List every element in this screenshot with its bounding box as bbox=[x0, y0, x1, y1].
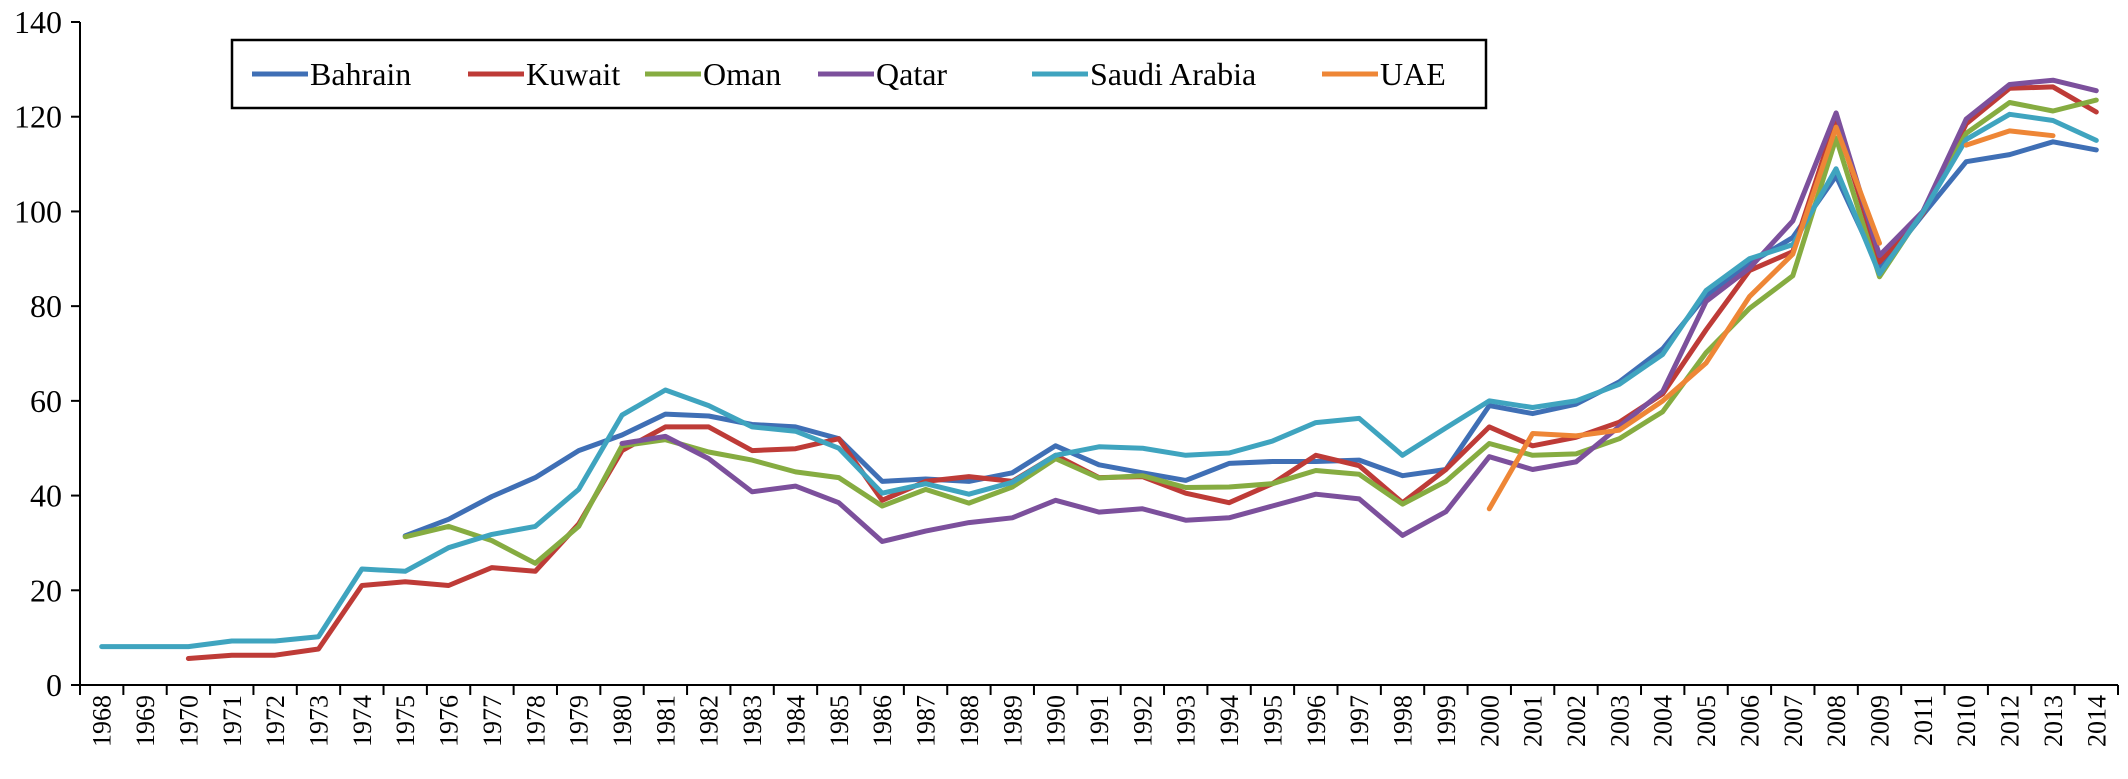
x-tick-label: 2013 bbox=[2039, 695, 2068, 747]
x-tick-label: 2009 bbox=[1866, 695, 1895, 747]
x-tick-label: 1998 bbox=[1389, 695, 1418, 747]
x-tick-label: 1984 bbox=[781, 695, 810, 747]
legend: Bahrain Kuwait Oman Qatar Saudi Arabia UAE bbox=[230, 38, 1488, 110]
x-tick-label: 1993 bbox=[1172, 695, 1201, 747]
x-tick-label: 2001 bbox=[1519, 695, 1548, 747]
x-tick-label: 2003 bbox=[1605, 695, 1634, 747]
x-tick-label: 1973 bbox=[304, 695, 333, 747]
legend-label-oman: Oman bbox=[703, 56, 781, 92]
x-tick-label: 2012 bbox=[1996, 695, 2025, 747]
x-tick-label: 1992 bbox=[1128, 695, 1157, 747]
y-tick-label: 120 bbox=[14, 99, 62, 135]
x-tick-label: 1972 bbox=[261, 695, 290, 747]
x-axis-ticks: 1968 1969 1970 1971 1972 1973 1974 1975 1976 1977… bbox=[79, 685, 2119, 747]
x-tick-label: 1990 bbox=[1042, 695, 1071, 747]
x-tick-label: 2011 bbox=[1909, 695, 1938, 746]
series-lines bbox=[99, 77, 2099, 661]
x-tick-label: 2004 bbox=[1649, 695, 1678, 747]
x-tick-label: 2014 bbox=[2082, 695, 2111, 747]
series-line-bahrain bbox=[402, 139, 2099, 539]
x-tick-label: 1970 bbox=[174, 695, 203, 747]
x-tick-label: 1977 bbox=[478, 695, 507, 747]
y-tick-label: 20 bbox=[30, 572, 62, 608]
legend-label-uae: UAE bbox=[1380, 56, 1446, 92]
x-tick-label: 2008 bbox=[1822, 695, 1851, 747]
x-tick-label: 2007 bbox=[1779, 695, 1808, 747]
x-tick-label: 1980 bbox=[608, 695, 637, 747]
x-tick-label: 2005 bbox=[1692, 695, 1721, 747]
x-tick-label: 1994 bbox=[1215, 695, 1244, 747]
legend-label-qatar: Qatar bbox=[876, 56, 947, 92]
x-tick-label: 1999 bbox=[1432, 695, 1461, 747]
x-tick-label: 1985 bbox=[825, 695, 854, 747]
x-tick-label: 2010 bbox=[1952, 695, 1981, 747]
x-tick-label: 1968 bbox=[88, 695, 117, 747]
x-tick-label: 1979 bbox=[565, 695, 594, 747]
y-tick-label: 0 bbox=[46, 667, 62, 703]
legend-label-saudi-arabia: Saudi Arabia bbox=[1090, 56, 1256, 92]
series-line-saudi-arabia bbox=[99, 111, 2099, 650]
legend-label-kuwait: Kuwait bbox=[526, 56, 620, 92]
x-tick-label: 1978 bbox=[521, 695, 550, 747]
y-tick-label: 40 bbox=[30, 478, 62, 514]
x-tick-label: 1969 bbox=[131, 695, 160, 747]
x-tick-label: 1991 bbox=[1085, 695, 1114, 747]
x-tick-label: 1988 bbox=[955, 695, 984, 747]
series-line-uae bbox=[1486, 124, 2056, 512]
x-tick-label: 1995 bbox=[1258, 695, 1287, 747]
x-tick-label: 1974 bbox=[348, 695, 377, 747]
x-tick-label: 1983 bbox=[738, 695, 767, 747]
x-tick-label: 1989 bbox=[998, 695, 1027, 747]
x-tick-label: 1986 bbox=[868, 695, 897, 747]
x-tick-label: 1987 bbox=[912, 695, 941, 747]
x-tick-label: 1976 bbox=[435, 695, 464, 747]
x-tick-label: 2006 bbox=[1735, 695, 1764, 747]
y-axis-ticks: 0 20 40 60 80 100 120 140 bbox=[14, 4, 80, 703]
y-tick-label: 60 bbox=[30, 383, 62, 419]
y-tick-label: 140 bbox=[14, 4, 62, 40]
x-tick-label: 1971 bbox=[218, 695, 247, 747]
y-tick-label: 100 bbox=[14, 193, 62, 229]
legend-label-bahrain: Bahrain bbox=[310, 56, 411, 92]
x-tick-label: 1975 bbox=[391, 695, 420, 747]
y-tick-label: 80 bbox=[30, 288, 62, 324]
x-tick-label: 1997 bbox=[1345, 695, 1374, 747]
x-tick-label: 2000 bbox=[1475, 695, 1504, 747]
x-tick-label: 2002 bbox=[1562, 695, 1591, 747]
x-tick-label: 1981 bbox=[651, 695, 680, 747]
x-tick-label: 1996 bbox=[1302, 695, 1331, 747]
x-tick-label: 1982 bbox=[695, 695, 724, 747]
